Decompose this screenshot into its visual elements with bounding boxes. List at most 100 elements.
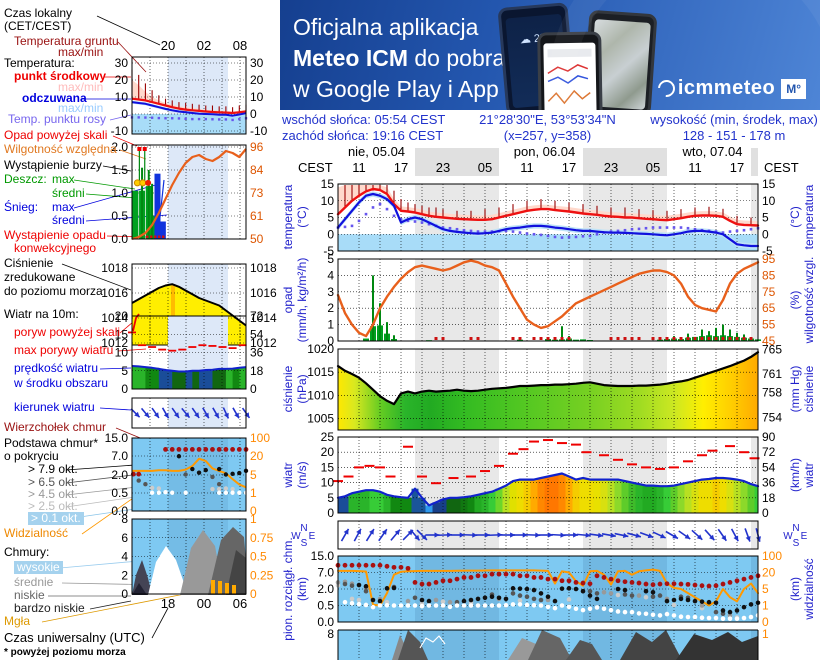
svg-text:CEST: CEST — [764, 160, 799, 175]
svg-text:30: 30 — [250, 56, 264, 70]
svg-text:wto, 07.04: wto, 07.04 — [682, 144, 743, 159]
svg-text:E: E — [801, 531, 808, 542]
svg-text:8: 8 — [327, 627, 334, 641]
svg-text:-10: -10 — [111, 124, 129, 138]
svg-text:10: 10 — [321, 476, 335, 490]
svg-text:10: 10 — [115, 90, 129, 104]
svg-text:0.5: 0.5 — [111, 209, 128, 223]
svg-text:0: 0 — [250, 587, 257, 601]
legend-label: Wiatr na 10m: — [4, 307, 79, 321]
legend-label: poryw powyżej skali — [14, 325, 121, 339]
svg-text:23: 23 — [604, 160, 618, 175]
svg-text:1020: 1020 — [307, 342, 334, 356]
svg-text:0: 0 — [250, 382, 257, 396]
legend-label: zredukowane — [4, 270, 76, 284]
svg-text:(°C): (°C) — [295, 206, 309, 227]
svg-text:25: 25 — [321, 430, 335, 444]
legend-label: wysokie — [14, 561, 63, 574]
svg-text:45: 45 — [762, 334, 776, 348]
svg-text:ciśnienie: ciśnienie — [281, 365, 295, 412]
svg-text:15.0: 15.0 — [311, 549, 335, 563]
svg-text:15.0: 15.0 — [105, 431, 129, 445]
svg-text:1012: 1012 — [101, 336, 128, 350]
logo-swirl-icon — [654, 76, 679, 101]
legend-label: prędkość wiatru — [14, 361, 99, 375]
svg-text:2.0: 2.0 — [111, 468, 128, 482]
svg-text:18: 18 — [762, 491, 776, 505]
svg-text:0: 0 — [327, 506, 334, 520]
svg-text:10: 10 — [762, 194, 776, 208]
legend-label: o pokryciu — [4, 449, 59, 463]
svg-text:wiatr: wiatr — [281, 462, 295, 488]
svg-text:85: 85 — [762, 268, 776, 282]
svg-text:100: 100 — [762, 549, 782, 563]
svg-text:1015: 1015 — [307, 365, 334, 379]
phone-mockup-2 — [582, 9, 658, 110]
legend-label: max porywy wiatru — [14, 343, 114, 357]
svg-text:50: 50 — [250, 232, 264, 246]
sunset-time: zachód słońca: 19:16 CEST — [282, 128, 444, 143]
legend-label: Chmury: — [4, 545, 50, 559]
legend-label: Mgła — [4, 614, 31, 628]
svg-text:02: 02 — [197, 38, 211, 53]
svg-text:72: 72 — [762, 445, 776, 459]
legend-label: * powyżej poziomu morza — [4, 647, 126, 658]
svg-text:N: N — [300, 523, 307, 534]
svg-text:5: 5 — [327, 211, 334, 225]
svg-text:0: 0 — [327, 227, 334, 241]
banner-line1: Oficjalna aplikacja — [293, 14, 479, 40]
svg-text:17: 17 — [730, 160, 744, 175]
svg-text:11: 11 — [352, 160, 366, 175]
svg-text:20: 20 — [115, 309, 129, 323]
location-coords: 21°28'30"E, 53°53'34"N (x=257, y=358) — [445, 112, 650, 144]
svg-text:0: 0 — [762, 615, 769, 629]
svg-text:-10: -10 — [250, 124, 268, 138]
svg-text:(km): (km) — [788, 577, 802, 601]
svg-text:5: 5 — [762, 582, 769, 596]
svg-text:0.75: 0.75 — [250, 531, 274, 545]
svg-text:10: 10 — [250, 90, 264, 104]
legend-label: punkt środkowy — [14, 69, 107, 83]
svg-text:nie, 05.04: nie, 05.04 — [348, 144, 405, 159]
svg-text:wiatr: wiatr — [802, 462, 816, 488]
legend-label: > 7.9 okt. — [28, 462, 78, 476]
svg-text:23: 23 — [436, 160, 450, 175]
svg-text:(km): (km) — [295, 577, 309, 601]
svg-text:54: 54 — [762, 460, 776, 474]
svg-text:18: 18 — [250, 364, 264, 378]
svg-text:(°C): (°C) — [788, 206, 802, 227]
svg-text:754: 754 — [762, 410, 782, 424]
svg-text:1010: 1010 — [307, 388, 334, 402]
app-banner[interactable]: Oficjalna aplikacja Meteo ICM do pobrani… — [280, 0, 820, 110]
svg-text:-5: -5 — [762, 244, 773, 258]
svg-text:5: 5 — [762, 211, 769, 225]
svg-text:05: 05 — [646, 160, 660, 175]
sunrise-time: wschód słońca: 05:54 CEST — [282, 112, 446, 127]
svg-text:(km/h): (km/h) — [788, 458, 802, 492]
legend-label: > 0.1 okt. — [28, 512, 84, 525]
svg-text:0: 0 — [762, 227, 769, 241]
cloud-icon: ☁ — [519, 33, 532, 47]
svg-text:pion. rozciągł. chm.: pion. rozciągł. chm. — [281, 537, 295, 640]
legend-label: Czas lokalny — [4, 6, 73, 20]
svg-text:15: 15 — [321, 460, 335, 474]
icmmeteo-logo: icmmeteo M° — [654, 76, 806, 101]
svg-text:15: 15 — [115, 327, 129, 341]
altitude-label: wysokość (min, środek, max) — [650, 112, 818, 127]
legend-label: niskie — [14, 588, 45, 602]
legend-label: Widzialność — [4, 526, 69, 540]
svg-text:0.0: 0.0 — [111, 232, 128, 246]
svg-text:3: 3 — [327, 285, 334, 299]
legend-label: średnie — [14, 575, 54, 589]
svg-text:1: 1 — [327, 318, 334, 332]
svg-text:8: 8 — [121, 512, 128, 526]
sun-times: wschód słońca: 05:54 CEST zachód słońca:… — [282, 112, 445, 144]
altitude-info: wysokość (min, środek, max) 128 - 151 - … — [650, 112, 818, 144]
legend-label: Czas uniwersalny (UTC) — [4, 630, 145, 645]
legend-label: Wystąpienie burzy — [4, 158, 102, 172]
svg-text:0.0: 0.0 — [111, 504, 128, 518]
svg-text:6: 6 — [121, 531, 128, 545]
legend-label: > 6.5 okt. — [28, 475, 78, 489]
svg-text:100: 100 — [250, 431, 270, 445]
